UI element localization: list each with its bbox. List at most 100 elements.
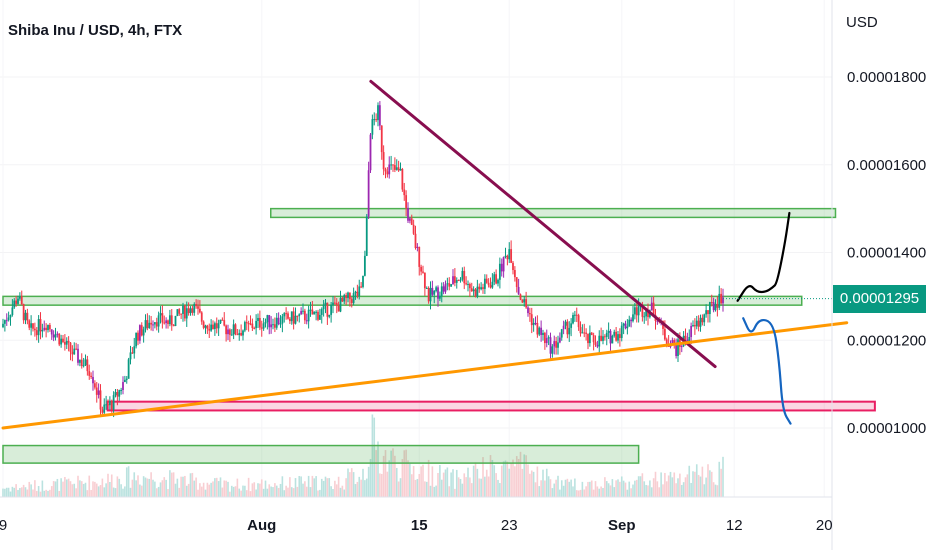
volume-bar	[50, 486, 53, 497]
volume-bar	[662, 484, 664, 497]
volume-bar	[11, 486, 14, 497]
volume-bar	[287, 487, 289, 497]
volume-bar	[604, 477, 606, 497]
candle-body	[9, 314, 12, 318]
candle-body	[455, 280, 458, 283]
candle-body	[305, 320, 308, 322]
volume-bar	[656, 481, 659, 497]
candle-body	[435, 287, 438, 291]
candle-body	[542, 332, 544, 335]
candle-body	[296, 315, 299, 317]
volume-bar	[444, 469, 447, 497]
candle-body	[28, 320, 31, 328]
volume-bar	[24, 487, 27, 497]
candle-body	[168, 315, 171, 325]
candle-body	[285, 313, 288, 315]
volume-bar	[510, 462, 512, 497]
volume-bar	[28, 481, 31, 497]
candle-body	[712, 302, 715, 311]
candle-body	[647, 310, 649, 318]
candle-body	[41, 329, 44, 332]
candle-body	[73, 348, 76, 355]
candle-body	[219, 319, 222, 324]
volume-bar	[107, 473, 109, 497]
volume-bar	[420, 466, 422, 497]
volume-bar	[152, 479, 154, 497]
volume-bar	[517, 458, 520, 497]
candle-body	[562, 325, 565, 330]
volume-bar	[416, 478, 419, 497]
volume-bar	[58, 490, 61, 497]
candle-body	[588, 332, 591, 344]
volume-bar	[311, 475, 314, 497]
candle-body	[440, 286, 443, 296]
candle-body	[472, 289, 475, 292]
candle-body	[200, 312, 203, 322]
candle-body	[491, 281, 494, 288]
candle-body	[513, 270, 516, 278]
candle-body	[95, 387, 98, 395]
candle-body	[718, 293, 721, 308]
candle-body	[320, 309, 323, 315]
volume-bar	[497, 479, 499, 497]
candle-body	[332, 302, 334, 306]
candle-body	[528, 313, 531, 315]
volume-bar	[637, 476, 640, 497]
volume-bar	[114, 488, 117, 497]
volume-bar	[184, 475, 186, 497]
volume-bar	[476, 468, 479, 497]
volume-bar	[647, 485, 649, 497]
volume-bar	[425, 481, 428, 497]
volume-bar	[484, 476, 486, 497]
candle-body	[557, 342, 559, 348]
volume-bar	[277, 487, 280, 497]
volume-bar	[163, 477, 166, 497]
volume-bar	[523, 454, 526, 497]
volume-bar	[665, 481, 668, 497]
candle-body	[573, 314, 576, 316]
volume-bar	[335, 484, 338, 497]
bearish-projection-path	[742, 317, 792, 425]
volume-bar	[234, 486, 237, 497]
volume-bar	[165, 479, 167, 497]
candle-body	[330, 305, 333, 315]
volume-bar	[307, 475, 310, 497]
volume-bar	[257, 483, 259, 497]
candle-body	[710, 302, 713, 304]
candle-body	[695, 320, 698, 327]
candle-body	[568, 327, 571, 335]
volume-bar	[71, 484, 74, 497]
candle-body	[135, 332, 138, 347]
candle-body	[665, 339, 668, 344]
candle-body	[67, 340, 70, 343]
volume-bar	[679, 473, 681, 497]
candle-body	[341, 297, 344, 302]
candle-body	[50, 329, 53, 335]
candle-body	[527, 307, 529, 314]
volume-bar	[502, 461, 505, 497]
volume-bar	[677, 478, 679, 497]
candle-body	[446, 283, 449, 285]
candle-body	[165, 320, 168, 324]
candle-body	[354, 291, 357, 294]
candle-body	[416, 246, 419, 248]
volume-bar	[77, 475, 79, 497]
volume-bar	[671, 477, 674, 497]
volume-bar	[572, 486, 574, 497]
candle-body	[444, 284, 447, 292]
candle-body	[697, 320, 700, 327]
volume-bar	[129, 487, 132, 497]
volume-bar	[262, 488, 265, 497]
candle-body	[287, 313, 289, 319]
candle-body	[590, 332, 593, 336]
candle-body	[543, 332, 546, 344]
volume-bar	[649, 480, 651, 497]
volume-bar	[455, 469, 458, 497]
candle-body	[230, 334, 233, 336]
currency-label: USD	[846, 14, 878, 31]
candle-body	[92, 377, 94, 384]
candle-body	[215, 323, 218, 329]
candle-body	[502, 256, 505, 272]
candle-body	[714, 303, 717, 311]
